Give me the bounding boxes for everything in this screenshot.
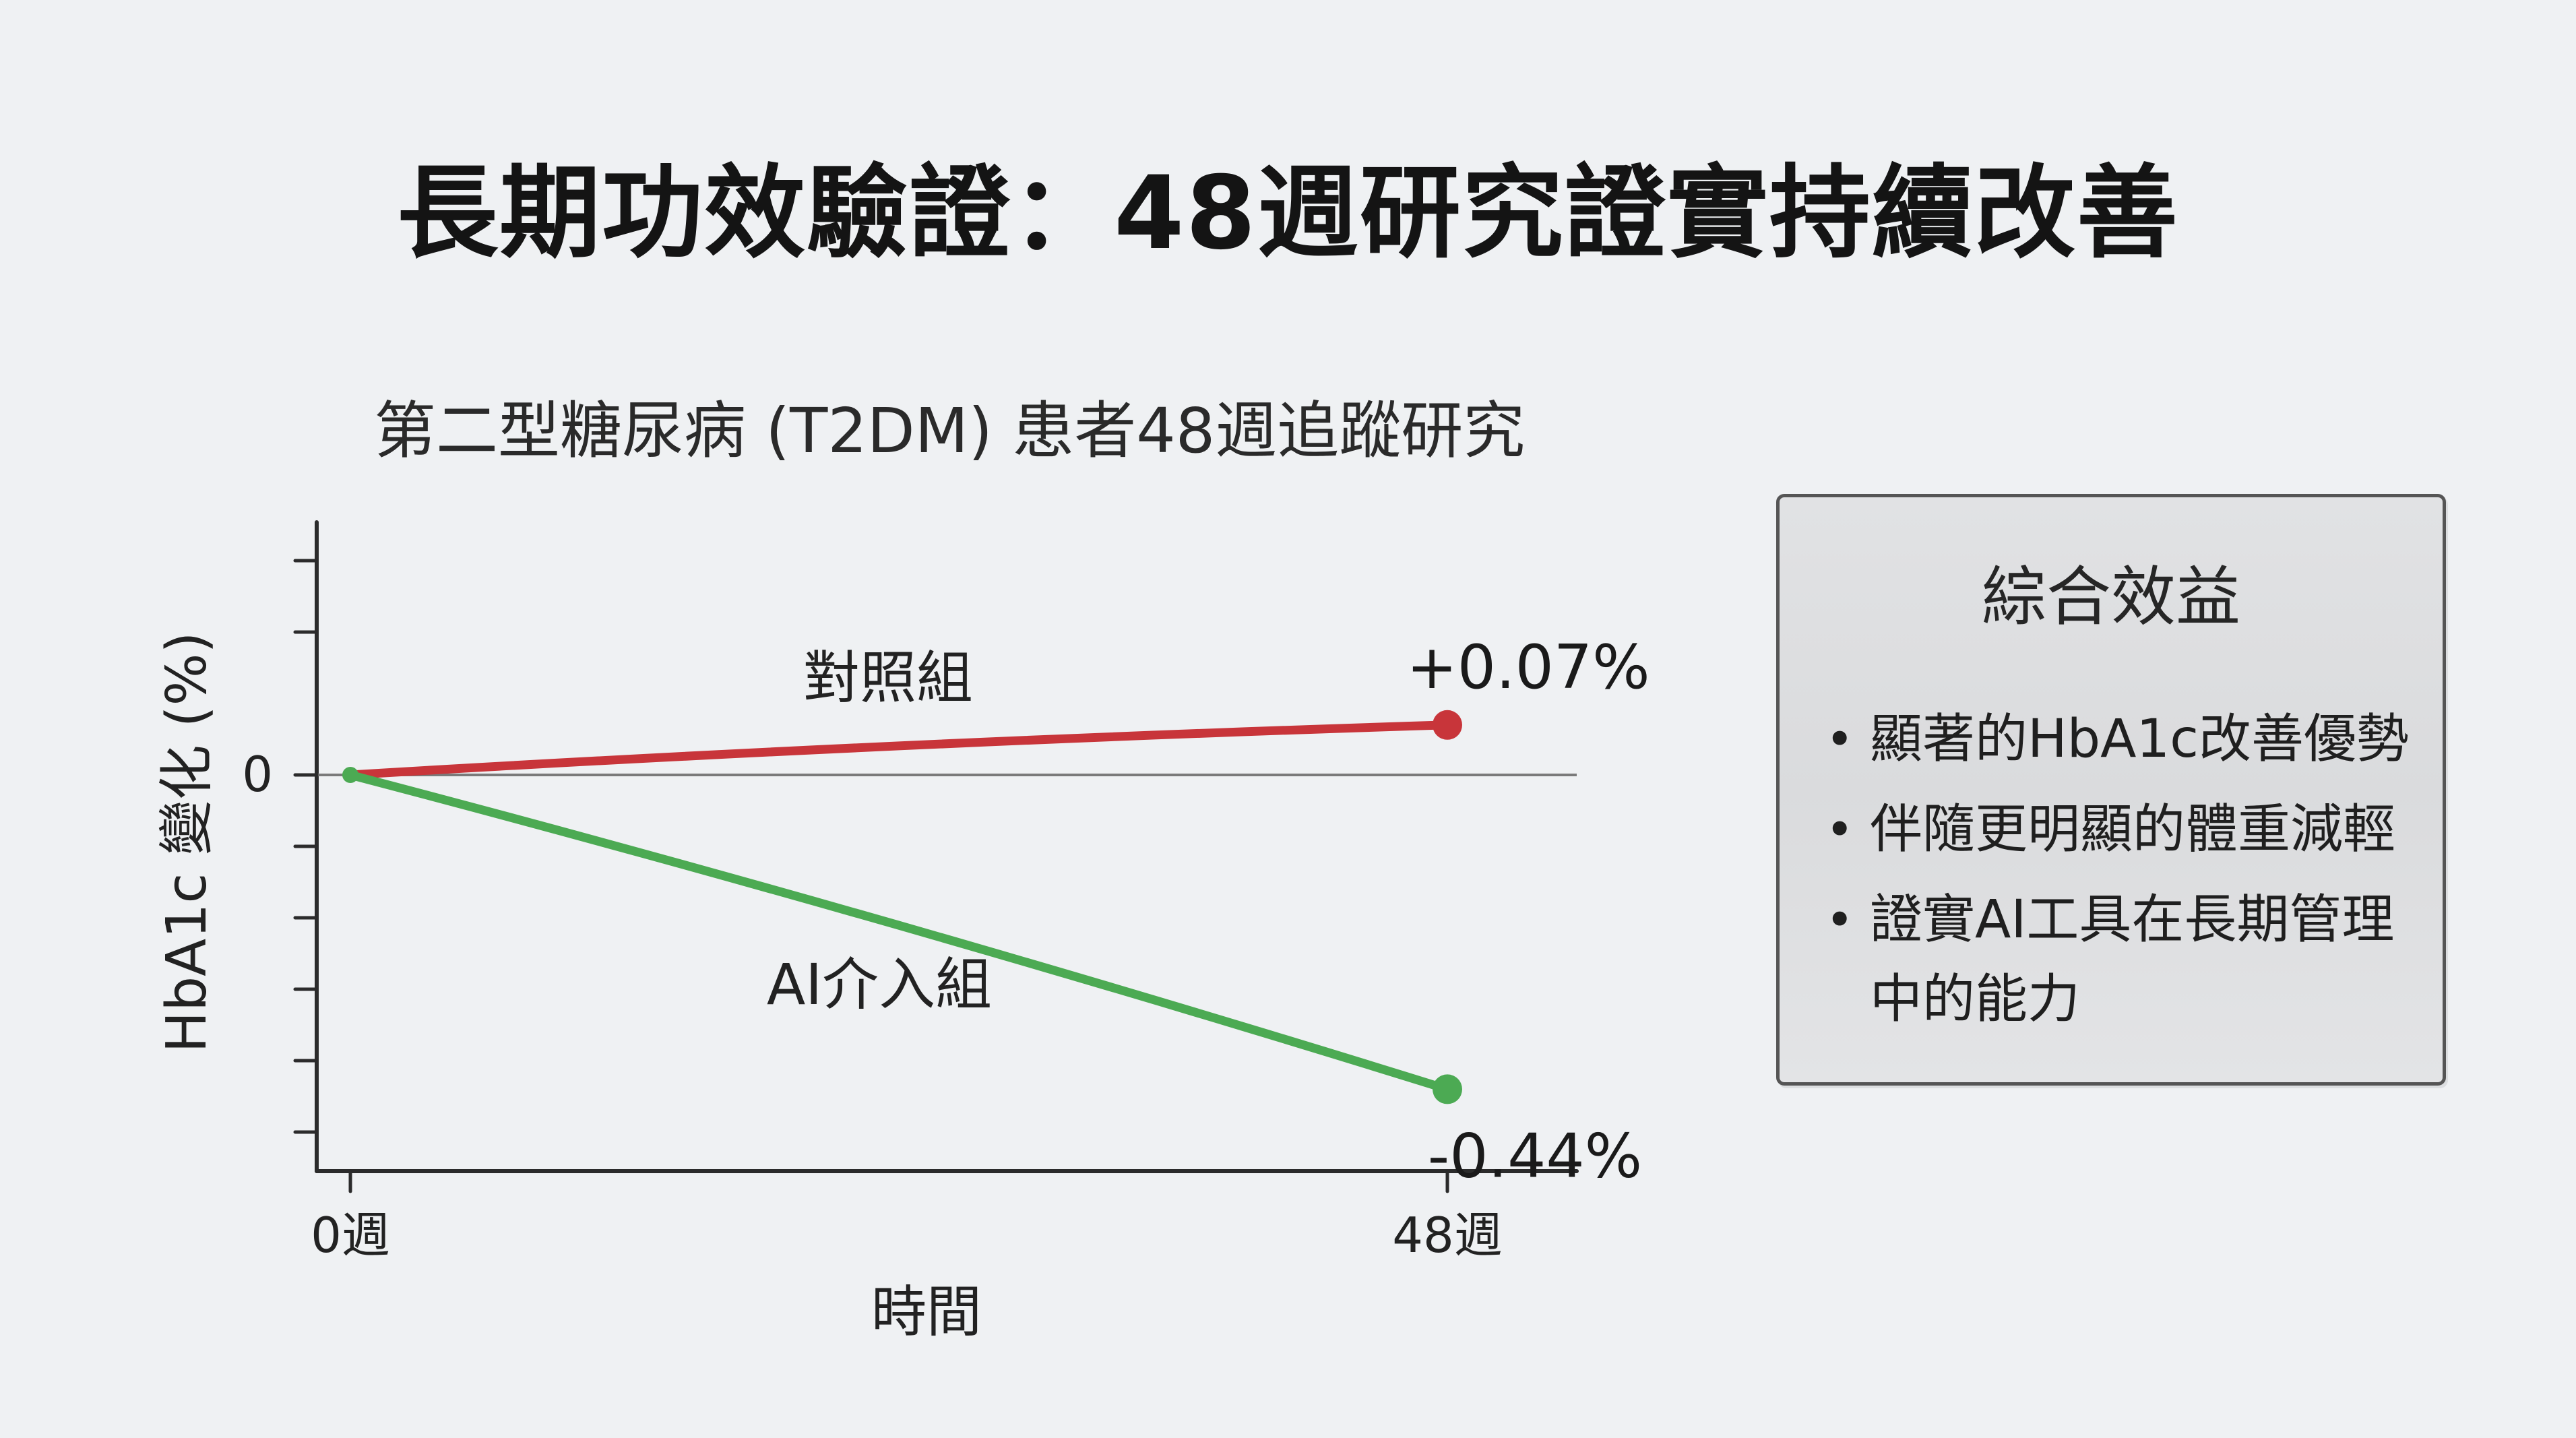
- chart-title: 第二型糖尿病 (T2DM) 患者48週追蹤研究: [374, 395, 1526, 467]
- summary-item-text: 伴隨更明顯的體重減輕: [1870, 799, 2396, 860]
- x-tick-label: 48週: [1392, 1207, 1503, 1263]
- summary-title: 綜合效益: [1982, 559, 2240, 635]
- x-tick-label: 0週: [311, 1207, 390, 1263]
- data-point-ai-end: [1433, 1074, 1462, 1104]
- series-label-control: 對照組: [803, 645, 973, 711]
- summary-panel: 綜合效益 • 顯著的HbA1c改善優勢 • 伴隨更明顯的體重減輕 • 證實AI工…: [1776, 494, 2446, 1086]
- summary-item: • 證實AI工具在長期管理中的能力: [1825, 880, 2418, 1039]
- page-title: 長期功效驗證：48週研究證實持續改善: [397, 155, 2179, 272]
- data-label-ai: -0.44%: [1428, 1121, 1642, 1191]
- bullet-icon: •: [1825, 892, 1854, 948]
- series-line-control: [346, 720, 1452, 780]
- summary-list: • 顯著的HbA1c改善優勢 • 伴隨更明顯的體重減輕 • 證實AI工具在長期管…: [1825, 699, 2418, 1050]
- summary-item: • 伴隨更明顯的體重減輕: [1825, 790, 2418, 869]
- bullet-icon: •: [1825, 801, 1854, 858]
- data-label-control: +0.07%: [1406, 632, 1650, 703]
- summary-item-text: 顯著的HbA1c改善優勢: [1870, 709, 2410, 770]
- x-axis-label: 時間: [871, 1280, 982, 1344]
- series-label-ai: AI介入組: [767, 951, 992, 1018]
- series-line-ai: [346, 770, 1452, 1094]
- summary-item: • 顯著的HbA1c改善優勢: [1825, 699, 2418, 779]
- data-point-control-end: [1433, 710, 1462, 740]
- y-tick-label: 0: [242, 746, 273, 803]
- summary-item-text: 證實AI工具在長期管理中的能力: [1870, 889, 2395, 1030]
- data-point: [342, 767, 358, 783]
- y-axis-label: HbA1c 變化 (%): [155, 631, 219, 1053]
- bullet-icon: •: [1825, 711, 1854, 768]
